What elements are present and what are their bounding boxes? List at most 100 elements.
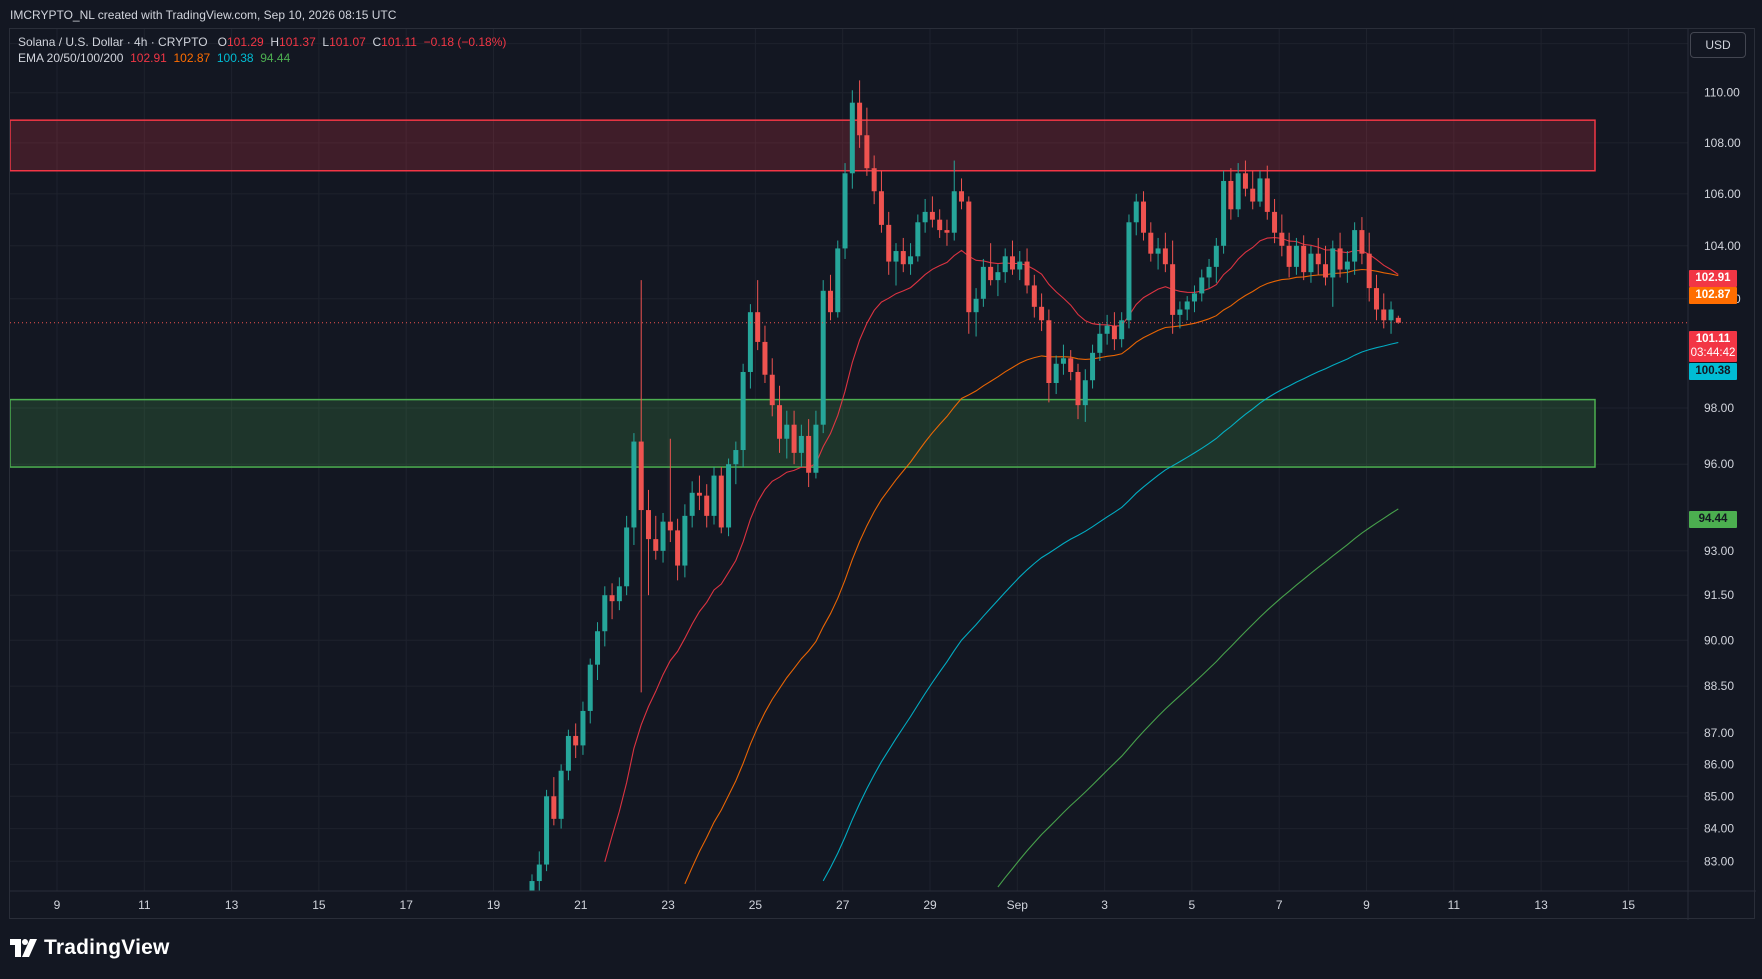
candle	[951, 160, 957, 241]
candle	[944, 219, 950, 246]
ema50-price-tag: 102.87	[1689, 287, 1737, 304]
y-tick-label: 87.00	[1704, 726, 1734, 740]
candle-body	[631, 441, 637, 528]
candle	[1082, 369, 1088, 422]
candle	[1155, 237, 1161, 270]
currency-button[interactable]: USD	[1690, 32, 1746, 58]
close-value: 101.11	[381, 35, 417, 49]
candle-body	[653, 539, 659, 551]
x-tick-label: 11	[1448, 898, 1461, 912]
candle	[536, 851, 542, 891]
candle-body	[1024, 261, 1030, 286]
candle-body	[1184, 301, 1190, 310]
candle-body	[704, 495, 710, 516]
candle	[624, 515, 630, 596]
candle	[1039, 293, 1045, 332]
candle-body	[1366, 253, 1372, 289]
candle	[1097, 322, 1103, 362]
tradingview-logo[interactable]: TradingView	[10, 936, 170, 960]
chart-pane[interactable]: 112.00110.00108.00106.00104.00102.0098.0…	[9, 28, 1756, 920]
candle	[551, 777, 557, 826]
symbol-row: Solana / U.S. Dollar · 4h · CRYPTO O101.…	[18, 34, 506, 50]
candle-body	[1133, 201, 1139, 223]
candle-body	[777, 405, 783, 439]
candle-body	[995, 272, 1001, 281]
candle	[878, 170, 884, 233]
candle	[988, 243, 994, 286]
candle	[1257, 170, 1263, 207]
symbol-title[interactable]: Solana / U.S. Dollar · 4h · CRYPTO	[18, 35, 208, 49]
candle-body	[1126, 222, 1132, 321]
candle	[1199, 269, 1205, 302]
candle	[740, 363, 746, 468]
candle-body	[1293, 245, 1299, 267]
candle-body	[791, 424, 797, 453]
candle	[871, 155, 877, 205]
candle	[1250, 170, 1256, 210]
candle-body	[1017, 261, 1023, 270]
x-tick-label: 23	[661, 898, 675, 912]
candle-body	[755, 312, 761, 342]
low-label: L	[322, 35, 330, 49]
candle	[704, 484, 710, 528]
candle-body	[1075, 371, 1081, 406]
candle	[1184, 296, 1190, 321]
candle-body	[1119, 320, 1125, 340]
candle	[711, 467, 717, 525]
candle	[1126, 214, 1132, 329]
candle	[1228, 168, 1234, 220]
candlestick-chart[interactable]: 112.00110.00108.00106.00104.00102.0098.0…	[10, 29, 1756, 920]
candle-body	[915, 222, 921, 257]
candle	[762, 325, 768, 383]
y-tick-label: 96.00	[1704, 457, 1734, 471]
candle	[1213, 237, 1219, 283]
candle-body	[1344, 261, 1350, 270]
candle	[1075, 363, 1081, 420]
candle-body	[798, 435, 804, 453]
candle	[1148, 222, 1154, 262]
candle-body	[1104, 325, 1110, 334]
candle-body	[1031, 285, 1037, 307]
candle-body	[1082, 380, 1088, 406]
ema100-price-tag: 100.38	[1689, 363, 1737, 380]
candle-body	[1388, 309, 1394, 321]
candle-body	[1177, 309, 1183, 315]
candle	[660, 512, 666, 563]
ema20-value: 102.91	[130, 51, 167, 65]
candle	[733, 441, 739, 485]
candle	[1381, 293, 1387, 329]
footer	[0, 920, 1762, 979]
candle	[1279, 214, 1285, 257]
candle-body	[573, 735, 579, 746]
candle-body	[849, 102, 855, 174]
candle-body	[784, 424, 790, 439]
candle-body	[878, 191, 884, 225]
ema50-value: 102.87	[173, 51, 211, 65]
candle-body	[1352, 230, 1358, 262]
ema-label[interactable]: EMA 20/50/100/200	[18, 51, 124, 65]
ema100-value: 100.38	[216, 51, 254, 65]
candle-body	[682, 515, 688, 566]
x-tick-label: 29	[923, 898, 937, 912]
candle-body	[1359, 230, 1365, 254]
candle	[682, 504, 688, 578]
candle-body	[616, 586, 622, 602]
y-tick-label: 83.00	[1704, 854, 1734, 868]
candle-body	[1009, 256, 1015, 270]
candle	[929, 196, 935, 228]
candle	[1330, 240, 1336, 307]
candle-body	[696, 492, 702, 496]
ema50-line	[684, 268, 1399, 885]
candle-body	[959, 191, 965, 202]
candle-body	[1148, 232, 1154, 254]
candle	[784, 410, 790, 459]
candle	[886, 211, 892, 275]
candle-body	[951, 191, 957, 233]
candle	[645, 489, 651, 596]
grid-layer	[10, 29, 1688, 891]
x-tick-label: 9	[54, 898, 61, 912]
candle-body	[1315, 253, 1321, 265]
candle	[595, 622, 601, 681]
top-bar: IMCRYPTO_NL created with TradingView.com…	[0, 0, 1762, 28]
candle	[820, 280, 826, 434]
